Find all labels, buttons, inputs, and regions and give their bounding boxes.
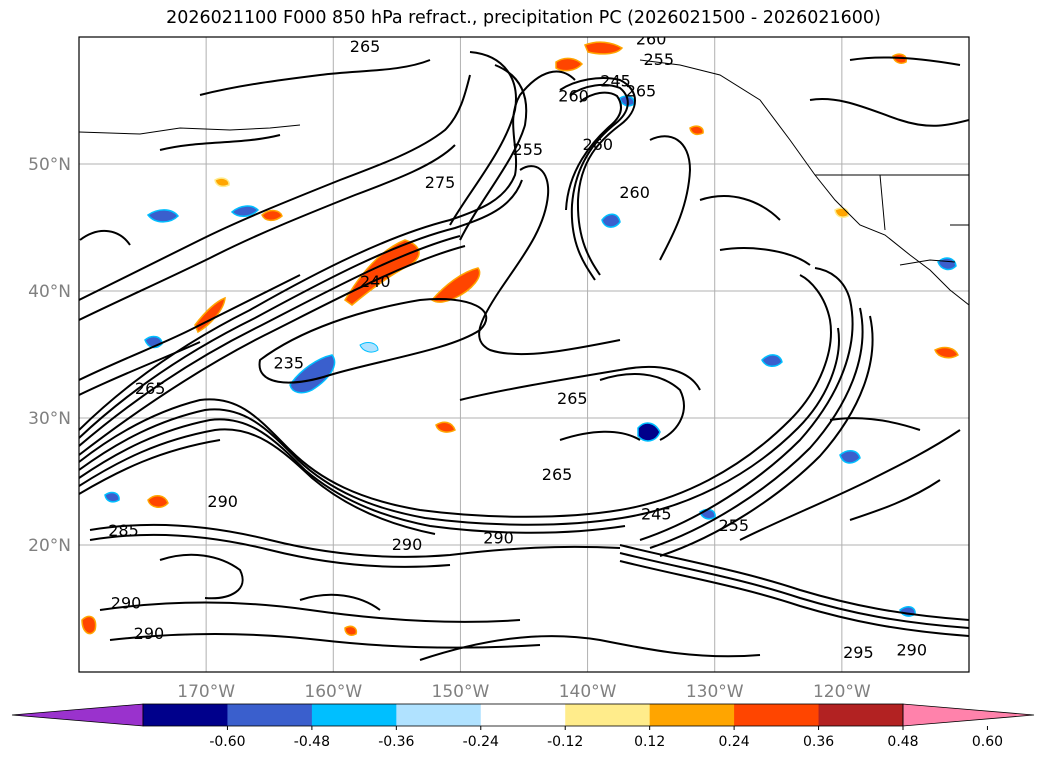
contour-label: 260 bbox=[636, 30, 667, 49]
contour-label: 260 bbox=[558, 87, 589, 106]
contour-label: 260 bbox=[582, 135, 613, 154]
contour-label: 235 bbox=[274, 353, 305, 372]
colorbar-segment bbox=[396, 704, 482, 726]
contour-label: 245 bbox=[641, 505, 672, 524]
colorbar: -0.60 -0.48 -0.36 -0.24 -0.12 0.12 0.24 0.36 0.4… bbox=[11, 703, 1035, 750]
colorbar-extend-min bbox=[11, 703, 144, 727]
contour-label: 255 bbox=[643, 50, 674, 69]
lon-tick-label: 160°W bbox=[304, 682, 362, 702]
colorbar-segment bbox=[818, 704, 904, 726]
colorbar-tick-label: -0.48 bbox=[294, 734, 330, 750]
contour-label: 295 bbox=[843, 643, 874, 662]
colorbar-tick-label: -0.12 bbox=[547, 734, 583, 750]
contour-label: 255 bbox=[513, 140, 544, 159]
lat-tick-label: 40°N bbox=[28, 282, 71, 302]
contour-label: 260 bbox=[619, 183, 650, 202]
contour-label: 285 bbox=[108, 521, 139, 540]
longitude-labels: 170°W 160°W 150°W 140°W 130°W 120°W bbox=[177, 682, 871, 702]
contour-label: 290 bbox=[483, 529, 514, 548]
precip-shading bbox=[81, 41, 959, 636]
contour-label: 275 bbox=[425, 173, 456, 192]
lat-tick-label: 50°N bbox=[28, 155, 71, 175]
colorbar-tick-label: 0.36 bbox=[803, 734, 834, 750]
colorbar-tick-label: 0.48 bbox=[887, 734, 918, 750]
plot-frame bbox=[78, 36, 970, 673]
lat-tick-label: 30°N bbox=[28, 409, 71, 429]
colorbar-segment bbox=[734, 704, 820, 726]
contour-label: 265 bbox=[626, 82, 657, 101]
colorbar-segment bbox=[480, 704, 566, 726]
colorbar-extend-max bbox=[902, 703, 1035, 727]
lon-tick-label: 150°W bbox=[432, 682, 490, 702]
colorbar-segment bbox=[565, 704, 651, 726]
contour-label: 265 bbox=[350, 37, 381, 56]
colorbar-segment bbox=[649, 704, 735, 726]
chart-title: 2026021100 F000 850 hPa refract., precip… bbox=[166, 8, 881, 28]
colorbar-segment bbox=[227, 704, 313, 726]
colorbar-tick-label: -0.36 bbox=[378, 734, 414, 750]
contour-label: 290 bbox=[134, 624, 165, 643]
contour-label: 265 bbox=[542, 465, 573, 484]
contour-label: 240 bbox=[360, 272, 391, 291]
colorbar-segment bbox=[143, 704, 228, 726]
contour-label: 290 bbox=[897, 640, 928, 659]
contour-label: 265 bbox=[557, 389, 588, 408]
contour-label: 290 bbox=[392, 535, 423, 554]
contour-label: 255 bbox=[719, 516, 750, 535]
coastline bbox=[79, 59, 969, 306]
colorbar-segment bbox=[311, 704, 397, 726]
colorbar-tick-label: 0.60 bbox=[972, 734, 1003, 750]
contour-label: 290 bbox=[207, 492, 238, 511]
lon-tick-label: 120°W bbox=[813, 682, 871, 702]
contour-label: 265 bbox=[135, 379, 166, 398]
lat-tick-label: 20°N bbox=[28, 536, 71, 556]
lon-tick-label: 170°W bbox=[177, 682, 235, 702]
colorbar-frame bbox=[142, 703, 904, 727]
colorbar-tick-label: -0.60 bbox=[209, 734, 245, 750]
refractivity-contours bbox=[79, 51, 969, 661]
latitude-labels: 50°N 40°N 30°N 20°N bbox=[28, 155, 71, 556]
lon-tick-label: 140°W bbox=[559, 682, 617, 702]
lon-tick-label: 130°W bbox=[686, 682, 744, 702]
colorbar-tick-label: 0.12 bbox=[634, 734, 665, 750]
colorbar-tick-label: 0.24 bbox=[719, 734, 750, 750]
colorbar-tick-label: -0.24 bbox=[463, 734, 499, 750]
contour-label: 290 bbox=[111, 593, 142, 612]
contour-label: 245 bbox=[600, 71, 631, 90]
